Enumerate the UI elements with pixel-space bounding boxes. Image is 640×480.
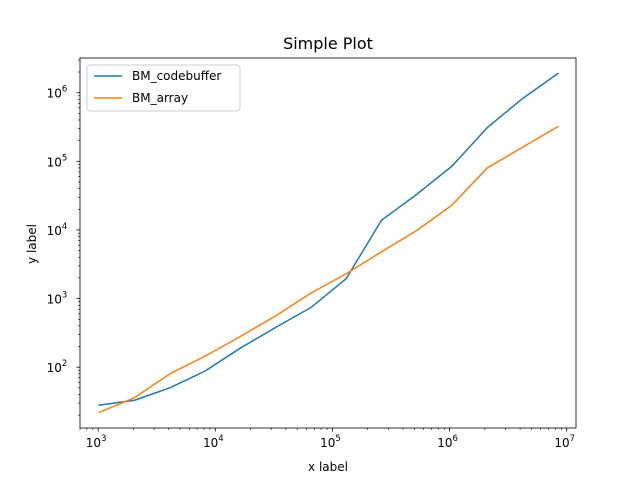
legend-label: BM_codebuffer [132,69,221,83]
y-tick-label: 105 [47,153,68,169]
y-axis-label: y label [25,224,39,264]
legend-box [86,64,241,112]
x-tick-label: 104 [203,434,224,450]
y-tick-label: 104 [47,222,68,238]
y-tick-label: 103 [47,291,68,307]
plot-area-frame [79,57,577,429]
major-ticks: 103 104 105 106 107 102 103 104 105 106 [47,85,575,450]
series-line-bm-codebuffer [98,72,559,406]
y-tick-label: 106 [47,85,68,101]
legend-label: BM_array [132,91,188,105]
series-line-bm-array [98,125,559,414]
x-tick-label: 103 [86,434,107,450]
x-tick-label: 105 [320,434,341,450]
legend: BM_codebuffer BM_array [86,64,241,112]
x-axis-label: x label [308,460,348,474]
x-tick-label: 106 [437,434,458,450]
x-tick-label: 107 [554,434,575,450]
y-tick-label: 102 [47,359,68,375]
chart-title: Simple Plot [283,34,373,53]
series-lines [98,72,559,414]
